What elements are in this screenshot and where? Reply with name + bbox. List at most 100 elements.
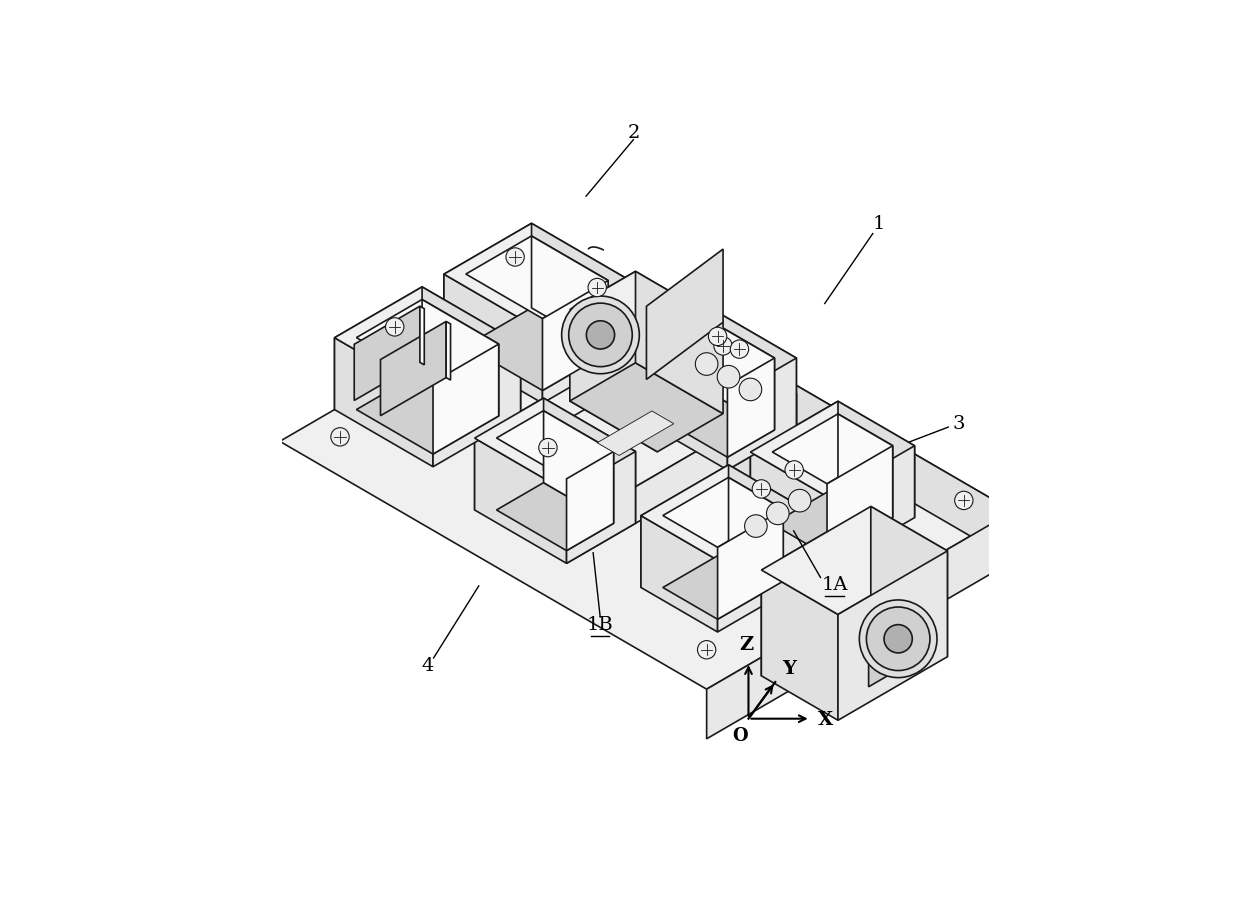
Polygon shape <box>704 304 796 430</box>
Polygon shape <box>729 478 784 581</box>
Polygon shape <box>567 393 796 563</box>
Polygon shape <box>496 411 614 479</box>
Text: O: O <box>732 727 748 746</box>
Polygon shape <box>433 344 521 467</box>
Polygon shape <box>532 236 608 352</box>
Circle shape <box>789 490 811 512</box>
Polygon shape <box>838 402 915 517</box>
Polygon shape <box>704 340 796 430</box>
Polygon shape <box>773 414 893 484</box>
Text: Z: Z <box>739 635 754 654</box>
Polygon shape <box>356 371 498 454</box>
Polygon shape <box>280 263 1013 690</box>
Polygon shape <box>444 224 630 331</box>
Polygon shape <box>335 337 433 467</box>
Polygon shape <box>728 358 796 470</box>
Circle shape <box>785 460 804 479</box>
Polygon shape <box>663 478 784 547</box>
Polygon shape <box>635 304 796 398</box>
Polygon shape <box>868 613 916 687</box>
Polygon shape <box>422 287 521 416</box>
Circle shape <box>730 340 749 359</box>
Polygon shape <box>570 271 635 401</box>
Polygon shape <box>570 310 657 452</box>
Text: 1: 1 <box>873 215 885 234</box>
Polygon shape <box>641 465 729 588</box>
Polygon shape <box>761 570 838 720</box>
Polygon shape <box>641 515 718 632</box>
Circle shape <box>569 304 632 367</box>
Circle shape <box>867 607 930 670</box>
Polygon shape <box>827 446 915 569</box>
Polygon shape <box>729 465 805 581</box>
Polygon shape <box>657 317 775 385</box>
Polygon shape <box>570 271 723 360</box>
Polygon shape <box>704 317 775 430</box>
Circle shape <box>714 337 733 355</box>
Polygon shape <box>475 398 635 492</box>
Text: Y: Y <box>782 660 796 679</box>
Circle shape <box>884 624 913 653</box>
Polygon shape <box>542 281 608 391</box>
Circle shape <box>753 480 770 498</box>
Polygon shape <box>587 263 1013 561</box>
Polygon shape <box>838 414 893 517</box>
Polygon shape <box>543 398 635 524</box>
Polygon shape <box>543 411 614 524</box>
Polygon shape <box>663 549 784 619</box>
Polygon shape <box>773 486 893 556</box>
Polygon shape <box>335 287 422 410</box>
Polygon shape <box>444 274 542 403</box>
Circle shape <box>562 296 640 374</box>
Text: 1A: 1A <box>821 576 848 593</box>
Polygon shape <box>355 306 420 401</box>
Polygon shape <box>761 506 870 676</box>
Polygon shape <box>657 389 775 458</box>
Polygon shape <box>542 281 630 403</box>
Polygon shape <box>567 451 635 563</box>
Circle shape <box>744 514 768 537</box>
Polygon shape <box>356 300 498 382</box>
Polygon shape <box>475 438 567 563</box>
Polygon shape <box>422 300 498 416</box>
Polygon shape <box>381 321 446 415</box>
Polygon shape <box>750 402 838 524</box>
Circle shape <box>588 279 606 297</box>
Circle shape <box>538 438 557 457</box>
Polygon shape <box>598 411 673 456</box>
Polygon shape <box>570 363 723 452</box>
Polygon shape <box>433 344 498 454</box>
Text: X: X <box>817 711 833 729</box>
Polygon shape <box>707 512 1013 739</box>
Polygon shape <box>475 340 796 526</box>
Polygon shape <box>420 306 424 365</box>
Polygon shape <box>750 452 827 569</box>
Polygon shape <box>532 224 630 352</box>
Text: 2: 2 <box>627 125 640 142</box>
Polygon shape <box>827 446 893 556</box>
Circle shape <box>708 327 727 346</box>
Text: 1B: 1B <box>587 616 614 634</box>
Circle shape <box>696 353 718 375</box>
Text: 3: 3 <box>952 414 965 433</box>
Text: 4: 4 <box>422 657 434 675</box>
Circle shape <box>766 503 789 525</box>
Polygon shape <box>838 551 947 720</box>
Polygon shape <box>475 398 543 510</box>
Circle shape <box>955 492 973 510</box>
Polygon shape <box>466 236 608 318</box>
Circle shape <box>739 378 761 401</box>
Circle shape <box>506 248 525 266</box>
Polygon shape <box>635 271 723 414</box>
Polygon shape <box>718 509 784 619</box>
Polygon shape <box>486 347 785 521</box>
Polygon shape <box>466 308 608 391</box>
Circle shape <box>717 366 740 388</box>
Polygon shape <box>446 321 450 381</box>
Polygon shape <box>761 506 947 614</box>
Circle shape <box>697 641 715 659</box>
Polygon shape <box>750 402 915 497</box>
Polygon shape <box>870 506 947 657</box>
Circle shape <box>859 600 937 678</box>
Polygon shape <box>335 287 521 395</box>
